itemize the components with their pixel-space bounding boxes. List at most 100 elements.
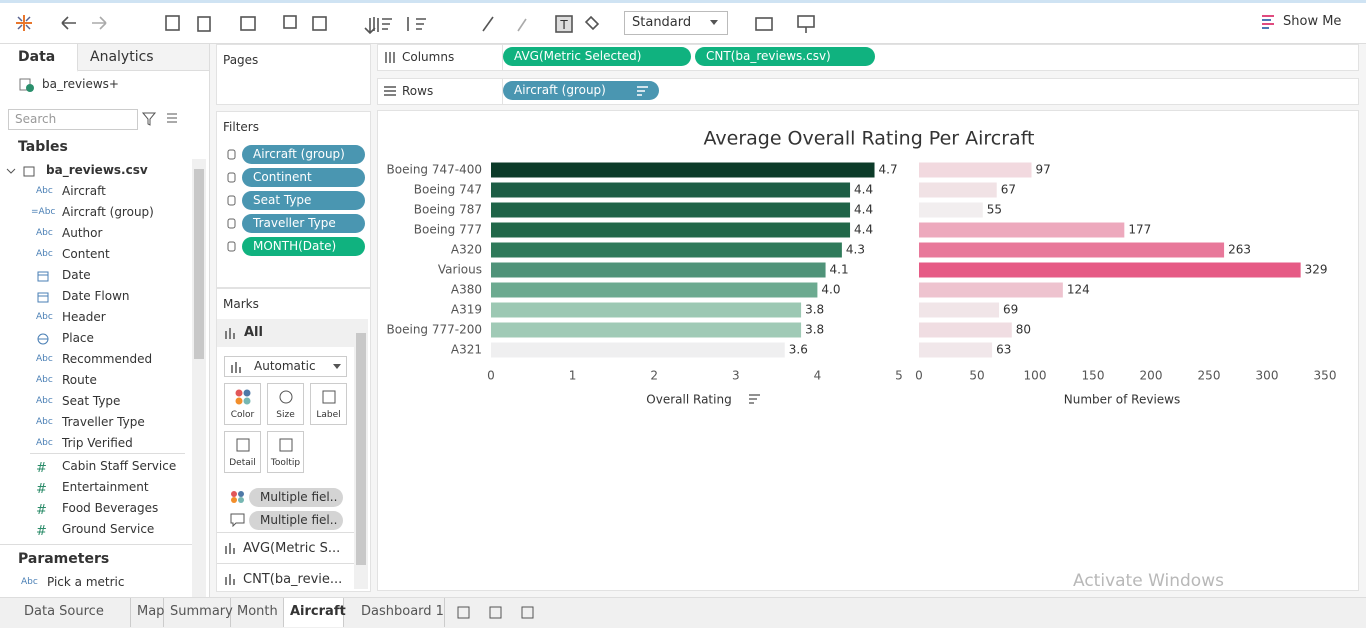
- bar: [919, 342, 993, 358]
- toolbar: T Standard Show Me: [0, 3, 1366, 44]
- show-me-icon: [1262, 15, 1274, 29]
- toolbar-icons-3[interactable]: [754, 13, 816, 35]
- mark-button-label: Detail: [229, 458, 256, 468]
- category-label: A319: [451, 303, 482, 317]
- scrollbar[interactable]: [354, 319, 368, 589]
- date-icon: [37, 271, 49, 282]
- analytics-tab[interactable]: Analytics: [78, 44, 209, 71]
- show-me-button[interactable]: Show Me: [1262, 11, 1352, 33]
- value-label: 4.1: [830, 263, 849, 277]
- mark-type-dropdown[interactable]: Automatic: [224, 356, 347, 377]
- rows-icon: [384, 86, 396, 96]
- geo-icon: [37, 333, 49, 345]
- pane-icons[interactable]: [142, 111, 192, 127]
- value-label: 4.4: [854, 223, 873, 237]
- field-type: Abc: [36, 312, 53, 322]
- mark-button[interactable]: Detail: [224, 431, 261, 473]
- field-name[interactable]: Header: [62, 310, 106, 324]
- field-name[interactable]: Date: [62, 268, 91, 282]
- mark-button-label: Size: [276, 410, 295, 420]
- datasource-name[interactable]: ba_reviews+: [42, 77, 119, 91]
- date-icon: [37, 292, 49, 303]
- category-label: Boeing 777: [414, 223, 482, 237]
- table-icon: [6, 166, 35, 177]
- mark-button-icon: [279, 390, 293, 404]
- pill-icon: [231, 491, 244, 503]
- marks-all-row[interactable]: All: [217, 319, 354, 347]
- new-sheet-icons[interactable]: [456, 605, 546, 621]
- toolbar-icons-2[interactable]: T: [368, 13, 613, 35]
- x-tick-label: 200: [1140, 369, 1163, 383]
- value-label: 3.8: [805, 323, 824, 337]
- fit-value: Standard: [632, 15, 692, 30]
- mark-button[interactable]: Tooltip: [267, 431, 304, 473]
- tables-heading: Tables: [18, 139, 68, 155]
- mark-button[interactable]: Label: [310, 383, 347, 425]
- category-label: A321: [451, 343, 482, 357]
- field-name[interactable]: Aircraft (group): [62, 205, 154, 219]
- sheet-tab[interactable]: Aircraft: [284, 598, 346, 627]
- filter-pill[interactable]: Traveller Type: [242, 214, 365, 233]
- shelf-label: Columns: [402, 50, 455, 64]
- marks-measure[interactable]: AVG(Metric S...: [243, 541, 341, 556]
- dot: [231, 491, 237, 497]
- scrollbar[interactable]: [192, 159, 206, 599]
- field-name[interactable]: Seat Type: [62, 394, 121, 408]
- glyph: [236, 438, 250, 452]
- card-title: Filters: [223, 120, 259, 134]
- bar: [491, 342, 785, 358]
- bar-icon: [225, 574, 235, 585]
- table-name[interactable]: ba_reviews.csv: [46, 163, 148, 177]
- search-box[interactable]: Search: [8, 109, 138, 130]
- filter-pill[interactable]: Aircraft (group): [242, 145, 365, 164]
- bar: [491, 222, 851, 238]
- separator: [30, 453, 185, 454]
- mark-button[interactable]: Size: [267, 383, 304, 425]
- field-name[interactable]: Aircraft: [62, 184, 106, 198]
- fit-dropdown[interactable]: Standard: [624, 11, 728, 35]
- marks-pill[interactable]: Multiple fiel..: [249, 511, 343, 530]
- category-label: Boeing 777-200: [387, 323, 482, 337]
- mark-button[interactable]: Color: [224, 383, 261, 425]
- sheet-tab[interactable]: Summary: [164, 598, 233, 627]
- shelf-pill[interactable]: Aircraft (group): [503, 81, 659, 100]
- field-name[interactable]: Traveller Type: [62, 415, 145, 429]
- filter-pill[interactable]: Seat Type: [242, 191, 365, 210]
- field-name[interactable]: Entertainment: [62, 480, 149, 494]
- sheet-tab[interactable]: Map: [131, 598, 164, 627]
- tableau-logo[interactable]: [14, 13, 34, 33]
- filter-pill[interactable]: Continent: [242, 168, 365, 187]
- tab-label: Analytics: [90, 49, 154, 65]
- bar: [491, 262, 826, 278]
- field-name[interactable]: Place: [62, 331, 94, 345]
- bar: [919, 242, 1225, 258]
- filter-icon: [227, 241, 236, 252]
- filter-pill[interactable]: MONTH(Date): [242, 237, 365, 256]
- db: [227, 218, 236, 229]
- sheet-tab[interactable]: Month: [231, 598, 284, 627]
- field-name[interactable]: Route: [62, 373, 97, 387]
- field-name[interactable]: Trip Verified: [62, 436, 133, 450]
- field-name[interactable]: Ground Service: [62, 522, 155, 536]
- shelf-pill[interactable]: CNT(ba_reviews.csv): [695, 47, 875, 66]
- shelf-pill[interactable]: AVG(Metric Selected): [503, 47, 691, 66]
- field-name[interactable]: Pick a metric: [47, 575, 125, 589]
- marks-pill[interactable]: Multiple fiel..: [249, 488, 343, 507]
- field-name[interactable]: Date Flown: [62, 289, 130, 303]
- field-name[interactable]: Food Beverages: [62, 501, 159, 515]
- data-tab[interactable]: Data: [0, 44, 78, 72]
- field-name[interactable]: Recommended: [62, 352, 153, 366]
- sheet-tab[interactable]: Dashboard 1: [344, 598, 445, 627]
- field-name[interactable]: Cabin Staff Service: [62, 459, 177, 473]
- field-name[interactable]: Content: [62, 247, 110, 261]
- field-name[interactable]: Author: [62, 226, 103, 240]
- field-type: Abc: [36, 375, 53, 385]
- marks-measure[interactable]: CNT(ba_revie...: [243, 572, 343, 587]
- category-label: A380: [451, 283, 482, 297]
- field-type: Abc: [21, 577, 38, 587]
- sheet-tab[interactable]: Data Source: [8, 598, 131, 627]
- bar: [491, 322, 802, 338]
- toolbar-icons[interactable]: [58, 13, 388, 35]
- svg-text:T: T: [559, 18, 568, 32]
- x-tick-label: 250: [1198, 369, 1221, 383]
